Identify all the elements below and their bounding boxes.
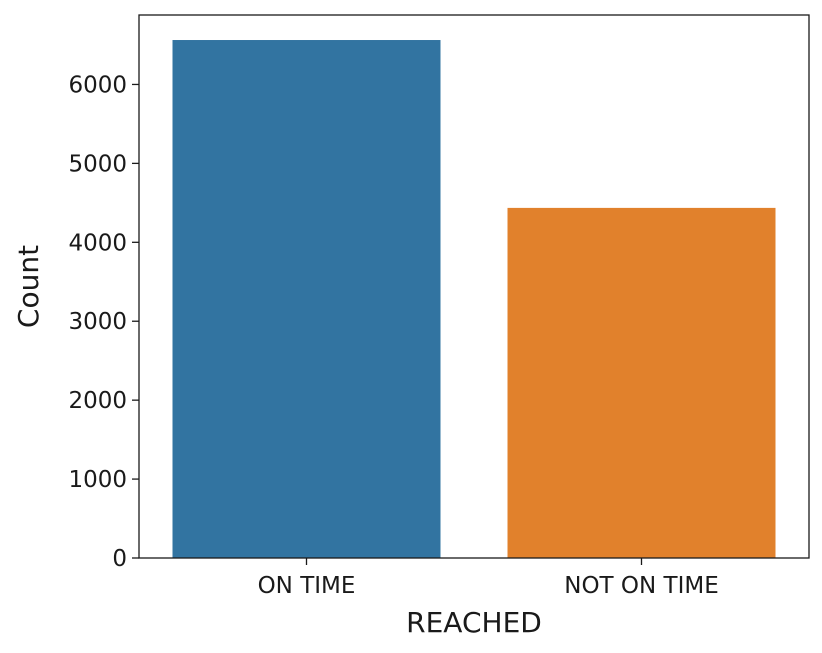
y-tick-label: 2000 [68, 388, 127, 414]
x-axis-ticks: ON TIME NOT ON TIME [258, 558, 719, 599]
y-tick-label: 4000 [68, 230, 127, 256]
y-tick-label: 1000 [68, 467, 127, 493]
plot-frame [138, 14, 810, 559]
y-axis-ticks: 0 1000 2000 3000 4000 5000 6000 [68, 72, 139, 572]
y-tick-label: 3000 [68, 309, 127, 335]
y-tick-label: 6000 [68, 72, 127, 98]
bar-not-on-time [507, 207, 776, 558]
x-tick-label: NOT ON TIME [564, 573, 719, 599]
x-tick-label: ON TIME [258, 573, 356, 599]
y-tick-label: 5000 [68, 151, 127, 177]
bars-group [172, 40, 776, 558]
y-axis-title: Count [12, 245, 45, 328]
y-tick-label: 0 [112, 546, 127, 572]
bar-on-time [172, 40, 441, 558]
x-axis-title: REACHED [406, 606, 542, 639]
